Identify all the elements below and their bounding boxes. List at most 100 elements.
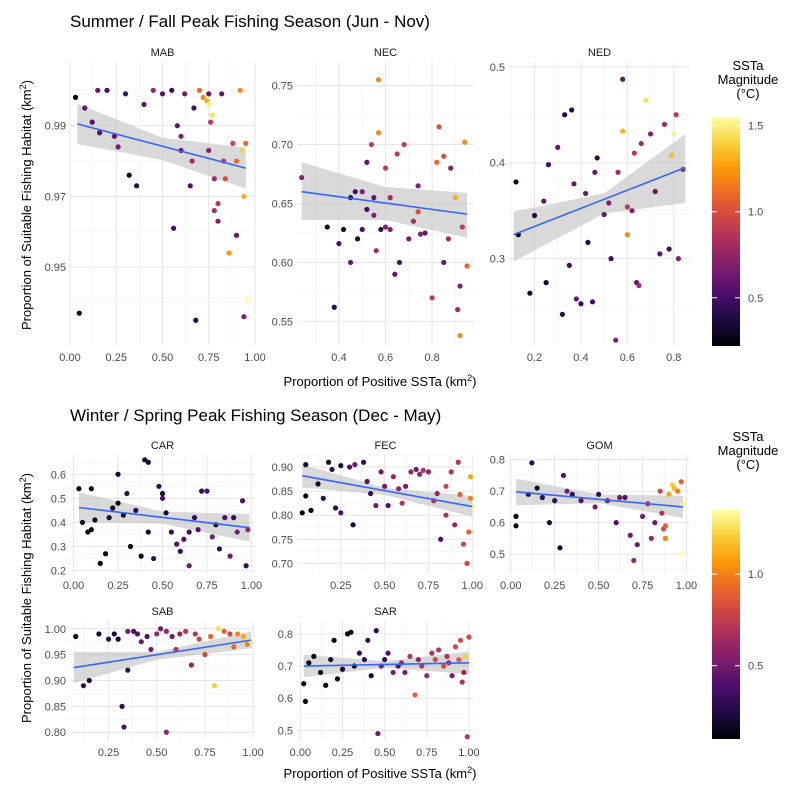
data-point [661,121,668,127]
data-point [299,510,305,516]
data-point [373,628,379,634]
legend-tick-label: 1.0 [748,569,763,581]
data-point [382,224,389,230]
data-point [130,628,137,634]
data-point [233,232,240,238]
data-point [392,271,398,277]
data-point [573,296,579,302]
data-point [648,535,654,541]
data-point [569,107,575,113]
data-point [209,534,215,540]
data-point [634,542,640,548]
data-point [434,490,440,497]
data-point [385,650,391,656]
data-point [230,140,236,146]
data-point [678,551,684,557]
y-tick-label: 0.55 [272,316,293,328]
data-point [382,483,388,489]
data-point [636,282,642,289]
data-point [596,491,602,497]
data-point [308,507,314,513]
data-point [311,653,317,659]
x-axis-label-sup: 2 [467,373,472,383]
x-tick-label: 1.00 [242,747,263,759]
data-point [578,498,584,504]
panel-ned: NED 0.2 0.4 0.6 0.8 0.3 0.4 0.5 [490,47,690,364]
x-tick-label: 0.75 [632,580,653,592]
data-point [467,474,474,480]
data-point [564,488,570,494]
data-point [182,91,188,97]
data-point [455,307,461,313]
data-point [582,190,589,197]
y-axis-label-text: Proportion of Suitable Fishing Habitat (… [19,89,34,330]
data-point [227,553,233,559]
data-point [385,502,391,509]
data-point [204,488,210,494]
data-point [189,158,195,164]
data-point [338,462,344,469]
data-point [585,239,591,245]
regression-line [77,123,246,169]
x-tick-label: 0.25 [330,580,351,592]
x-tick-label: 1.00 [462,580,483,592]
data-point [452,195,458,201]
data-point [106,515,112,521]
data-point [662,535,668,541]
panel-title: GOM [586,440,612,452]
data-point [338,510,344,516]
data-point [303,462,309,468]
legend-title-line: SSTa [732,58,764,73]
data-point [346,464,353,470]
data-point [378,226,384,233]
x-tick-label: 0.25 [332,747,353,759]
y-axis-label: Proportion of Suitable Fishing Habitat (… [18,80,34,330]
data-point [531,212,538,219]
data-point [215,218,221,224]
data-point [462,653,469,659]
data-point [206,147,212,154]
data-point [150,87,156,93]
data-point [115,636,121,642]
data-point [73,633,79,640]
data-point [417,231,424,237]
data-point [320,495,326,501]
data-point [243,563,249,569]
points [301,628,472,740]
data-point [325,459,332,465]
data-point [457,283,463,289]
data-point [557,545,563,551]
data-point [401,141,407,148]
y-tick-label: 0.5 [490,62,505,74]
data-point [105,636,112,642]
data-point [417,471,423,477]
gridlines [297,621,474,740]
y-tick-label: 0.2 [51,566,66,578]
data-point [571,181,577,187]
data-point [368,673,374,679]
data-point [95,87,101,93]
regression-line [78,506,250,529]
x-tick-label: 0.25 [107,580,128,592]
confidence-band [513,133,686,262]
data-point [151,555,157,562]
panel-title: MAB [151,47,175,59]
data-point [365,637,371,643]
data-point [159,495,166,501]
data-point [464,734,470,740]
data-point [111,631,117,637]
data-point [88,527,94,533]
data-point [436,647,442,653]
y-axis-label-sup: 2 [18,84,28,89]
panel-mab: MAB 0.00 0.25 0.50 0.75 1.00 0.95 0.97 0.99 [45,47,266,364]
data-point [302,698,309,705]
legend-tick-label: 0.5 [748,661,763,673]
data-point [121,724,127,730]
data-point [168,529,174,535]
legend-colorbar [712,510,740,739]
data-point [328,656,334,663]
y-tick-label: 0.5 [278,725,293,737]
data-point [82,105,88,111]
data-point [467,495,474,501]
data-point [620,128,626,134]
